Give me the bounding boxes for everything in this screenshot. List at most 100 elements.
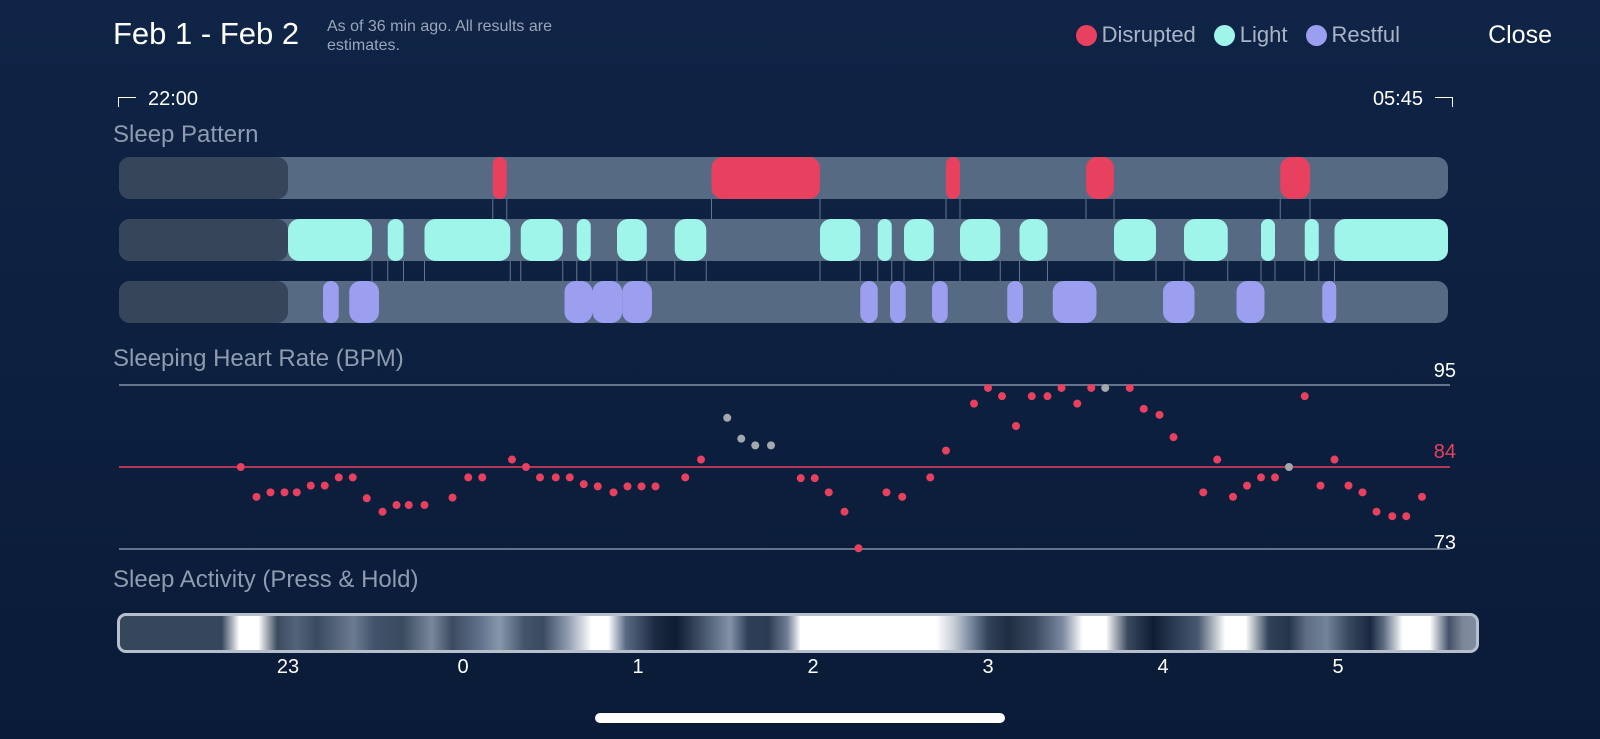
heart-rate-point [1388,512,1397,521]
home-indicator[interactable] [595,713,1005,723]
heart-rate-point [1358,488,1367,497]
heart-rate-point [1243,481,1251,490]
time-start: 22:00 [118,88,198,111]
heart-rate-point-estimated [767,441,775,450]
sleep-activity-bar[interactable] [117,613,1479,653]
hour-tick-label: 2 [807,656,819,678]
heart-rate-point [1344,481,1353,490]
restful-segment [592,281,623,323]
heart-rate-point [1012,422,1020,430]
disrupted-segment [711,157,820,199]
legend: Disrupted Light Restful [1075,22,1400,48]
heart-rate-point [1155,410,1164,419]
heart-rate-point [320,481,329,490]
close-button[interactable]: Close [1488,21,1552,49]
restful-segment [932,281,948,323]
heart-rate-point-estimated [723,413,732,422]
heart-rate-point [882,488,891,497]
hour-tick-label: 5 [1332,656,1344,678]
heart-rate-point [1125,383,1134,392]
sleep-pattern-chart[interactable] [0,150,1600,330]
legend-item-light: Light [1213,22,1288,48]
disrupted-segment [1086,157,1114,199]
time-end: 05:45 [1373,88,1453,111]
restful-segment [1163,281,1195,323]
heart-rate-max-label: 95 [1433,360,1456,382]
light-segment [1114,219,1156,261]
heart-rate-point [292,488,301,497]
bracket-start-icon [118,96,136,107]
restful-track [119,281,1448,323]
heart-rate-point [1402,512,1411,521]
light-segment [960,219,1001,261]
light-no-data [119,219,288,261]
legend-item-restful: Restful [1305,22,1400,48]
bracket-end-icon [1435,96,1453,107]
light-segment [424,219,511,261]
heart-rate-point [593,482,602,491]
heart-rate-point [970,399,978,408]
hour-axis: 23 0 1 2 3 4 5 [0,656,1600,686]
heart-rate-point [697,455,705,464]
heart-rate-point [362,494,371,503]
heart-rate-point [637,482,646,491]
heart-rate-point [448,493,457,502]
heart-rate-point [984,383,992,392]
legend-label-disrupted: Disrupted [1101,22,1196,47]
hour-tick-label: 3 [982,656,994,678]
heart-rate-point [854,544,863,553]
heart-rate-chart [119,383,1450,553]
page-title: Feb 1 - Feb 2 [113,16,300,51]
heart-rate-point-estimated [751,441,760,450]
heart-rate-point [536,473,544,482]
time-start-label: 22:00 [148,88,199,110]
heart-rate-point [1027,392,1036,401]
heart-rate-point [1169,433,1178,442]
estimate-note: As of 36 min ago. All results are estima… [327,18,552,54]
heart-rate-point [1057,383,1066,392]
heart-rate-point [1271,473,1279,482]
heart-rate-point [1300,392,1309,401]
heart-rate-point [609,488,618,497]
restful-segment [1052,281,1097,323]
heart-rate-point [1213,455,1222,464]
light-segment [1019,219,1048,261]
heart-rate-point-estimated [737,434,746,443]
heart-rate-point [1257,473,1265,482]
heart-rate-point [824,488,833,497]
sleep-pattern-title: Sleep Pattern [113,121,259,148]
heart-rate-point [551,473,560,482]
heart-rate-point [1139,404,1148,413]
heart-rate-point [252,492,261,501]
heart-rate-point [1418,492,1426,501]
heart-rate-point [1316,481,1325,490]
heart-rate-avg-label: 84 [1433,441,1456,463]
restful-segment [1322,281,1337,323]
restful-segment [349,281,379,323]
heart-rate-point [579,480,588,489]
heart-rate-point [378,507,387,516]
light-segment [1184,219,1228,261]
light-segment [520,219,563,261]
legend-label-restful: Restful [1331,22,1400,47]
heart-rate-point [236,463,245,471]
heart-rate-point [508,455,516,464]
sleep-activity-title: Sleep Activity (Press & Hold) [113,566,419,593]
heart-rate-point [522,463,530,471]
heart-rate-point [898,492,907,501]
disrupted-segment [1280,157,1310,199]
disrupted-no-data [119,157,288,199]
light-segment [288,219,372,261]
heart-rate-title: Sleeping Heart Rate (BPM) [113,345,404,372]
time-end-label: 05:45 [1372,88,1423,110]
heart-rate-point-estimated [1285,463,1293,471]
heart-rate-point [348,473,357,482]
restful-dot-icon [1305,24,1327,46]
hour-tick-label: 4 [1157,656,1169,678]
restful-segment [890,281,906,323]
heart-rate-point [942,446,950,455]
heart-rate-point [1087,383,1096,392]
heart-rate-point [1073,399,1082,408]
light-segment [617,219,647,261]
hour-tick-label: 1 [632,656,644,678]
